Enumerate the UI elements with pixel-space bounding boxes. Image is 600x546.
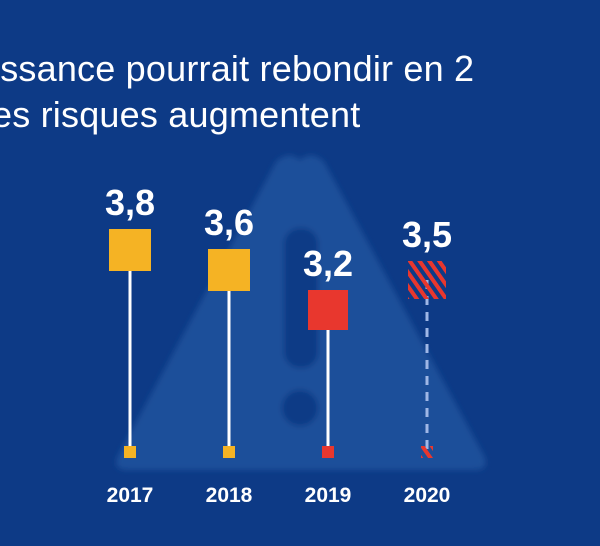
base-marker-2020 [421, 446, 433, 458]
base-marker-2017 [124, 446, 136, 458]
value-label-2017: 3,8 [105, 182, 155, 223]
base-marker-2018 [223, 446, 235, 458]
value-marker-2020 [408, 261, 446, 299]
value-marker-2017 [109, 229, 151, 271]
headline-line-1: issance pourrait rebondir en 2 [0, 48, 475, 89]
value-marker-2018 [208, 249, 250, 291]
value-label-2020: 3,5 [402, 214, 452, 255]
value-marker-2019 [308, 290, 348, 330]
category-label-2020: 2020 [404, 484, 451, 507]
warning-triangle-icon [116, 155, 486, 471]
headline: issance pourrait rebondir en 2 es risque… [0, 46, 600, 138]
category-label-2017: 2017 [107, 484, 154, 507]
value-label-2019: 3,2 [303, 243, 353, 284]
category-label-2018: 2018 [206, 484, 253, 507]
headline-line-2: es risques augmentent [0, 94, 361, 135]
base-marker-2019 [322, 446, 334, 458]
value-label-2018: 3,6 [204, 202, 254, 243]
category-label-2019: 2019 [305, 484, 352, 507]
